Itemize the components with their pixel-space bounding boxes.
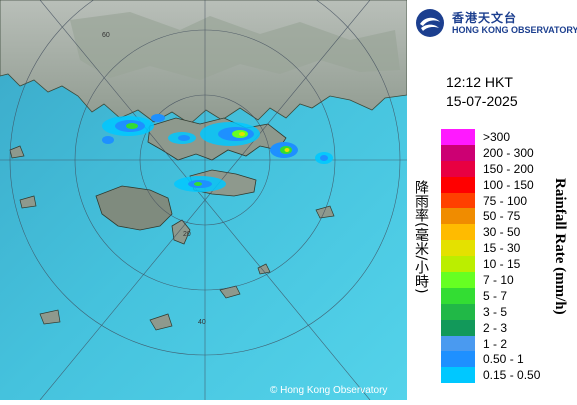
- legend-label: 10 - 15: [483, 257, 521, 272]
- legend-label: 2 - 3: [483, 320, 508, 335]
- hko-logo-icon: [415, 8, 445, 38]
- legend-swatch: [441, 287, 475, 304]
- org-name-cn: 香港天文台: [452, 11, 518, 25]
- rain-echo: [151, 114, 165, 122]
- legend-label: 75 - 100: [483, 193, 528, 208]
- legend-row: 100 - 150: [441, 176, 573, 193]
- legend-title-cn-container: 降雨率(毫米/小時): [411, 180, 437, 340]
- legend-row: 1 - 2: [441, 335, 573, 352]
- legend-swatch: [441, 335, 475, 352]
- small-island: [149, 313, 173, 331]
- small-island: [19, 195, 37, 209]
- legend-row: 5 - 7: [441, 287, 573, 304]
- radar-date: 15-07-2025: [446, 93, 518, 109]
- rain-echo: [102, 136, 114, 144]
- rain-echoes: [102, 114, 333, 192]
- legend-label: 0.15 - 0.50: [483, 368, 541, 383]
- legend-row: 200 - 300: [441, 144, 573, 161]
- legend-swatch: [441, 256, 475, 273]
- rainfall-legend: >300 200 - 300 150 - 200 100 - 150 75 - 100 5…: [441, 129, 573, 384]
- legend-row: 150 - 200: [441, 160, 573, 177]
- legend-label: 3 - 5: [483, 304, 508, 319]
- legend-row: 3 - 5: [441, 303, 573, 320]
- rain-echo: [178, 135, 190, 141]
- legend-row: 2 - 3: [441, 319, 573, 336]
- legend-title-en-container: Rainfall Rate (mm/h): [551, 178, 571, 388]
- legend-swatch: [441, 272, 475, 288]
- legend-label: 7 - 10: [483, 273, 514, 288]
- range-spoke: [39, 0, 371, 401]
- legend-swatch: [441, 240, 475, 257]
- legend-label: >300: [483, 130, 511, 144]
- legend-label: 0.50 - 1: [483, 352, 524, 367]
- legend-label: 150 - 200: [483, 161, 534, 176]
- org-name-en: HONG KONG OBSERVATORY: [452, 25, 577, 35]
- copyright-text: © Hong Kong Observatory: [270, 385, 388, 396]
- legend-row: 0.15 - 0.50: [441, 367, 573, 384]
- legend-swatch: [441, 144, 475, 161]
- legend-swatch: [441, 192, 475, 209]
- legend-label: 15 - 30: [483, 241, 521, 256]
- legend-swatch: [441, 367, 475, 384]
- legend-label: 1 - 2: [483, 336, 508, 351]
- legend-label: 50 - 75: [483, 209, 521, 224]
- legend-swatch: [441, 176, 475, 193]
- radar-time: 12:12 HKT: [446, 74, 513, 90]
- small-island: [257, 263, 271, 275]
- small-island: [315, 205, 335, 219]
- range-ring-label: 60: [102, 32, 110, 39]
- legend-swatch: [441, 351, 475, 368]
- legend-swatch: [441, 319, 475, 336]
- rain-echo: [320, 155, 328, 161]
- legend-label: 5 - 7: [483, 288, 508, 303]
- small-island: [9, 145, 25, 159]
- rain-echo: [239, 132, 245, 136]
- rain-echo: [194, 182, 202, 186]
- range-ring-label: 20: [183, 231, 191, 238]
- range-ring-label: 40: [198, 319, 206, 326]
- legend-label: 30 - 50: [483, 225, 521, 240]
- legend-swatch: [441, 129, 475, 145]
- rain-echo: [126, 123, 138, 129]
- rain-echo: [284, 148, 290, 152]
- legend-row: 0.50 - 1: [441, 351, 573, 368]
- legend-swatch: [441, 224, 475, 241]
- legend-row: >300: [441, 129, 573, 145]
- range-rings: [0, 0, 407, 401]
- legend-row: 75 - 100: [441, 192, 573, 209]
- legend-row: 30 - 50: [441, 224, 573, 241]
- mainland-hills: [70, 12, 400, 80]
- legend-label: 100 - 150: [483, 177, 534, 192]
- legend-row: 10 - 15: [441, 256, 573, 273]
- radar-map-svg: 60 40 20: [0, 0, 408, 401]
- small-island: [39, 309, 61, 325]
- legend-swatch: [441, 160, 475, 177]
- legend-swatch: [441, 303, 475, 320]
- legend-label: 200 - 300: [483, 145, 534, 160]
- radar-map[interactable]: 60 40 20 © Hong Kong Observatory: [0, 0, 408, 401]
- legend-row: 7 - 10: [441, 272, 573, 288]
- legend-row: 50 - 75: [441, 208, 573, 225]
- legend-swatch: [441, 208, 475, 225]
- legend-title-cn: 降雨率(毫米/小時): [413, 180, 429, 294]
- legend-row: 15 - 30: [441, 240, 573, 257]
- info-panel: 香港天文台 HONG KONG OBSERVATORY 12:12 HKT 15…: [407, 0, 577, 400]
- lantau-land: [95, 185, 173, 231]
- legend-title-en: Rainfall Rate (mm/h): [552, 178, 568, 315]
